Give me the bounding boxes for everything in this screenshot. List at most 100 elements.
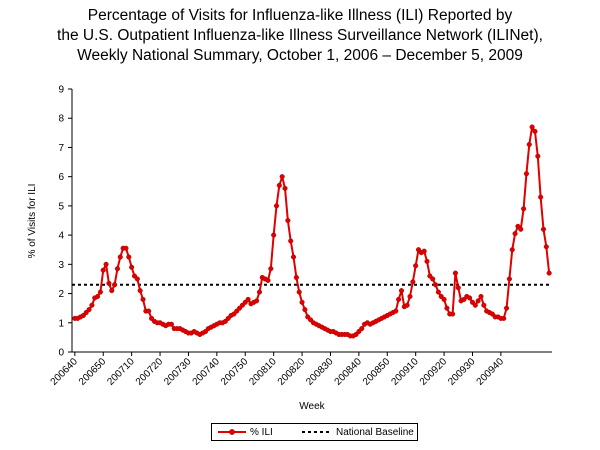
ili-point	[532, 128, 538, 134]
ili-point	[100, 267, 106, 273]
x-tick-label: 200830	[304, 356, 336, 388]
ili-point	[529, 124, 535, 130]
ili-point	[279, 174, 285, 180]
ili-point	[430, 276, 436, 282]
ili-point	[521, 206, 527, 212]
x-axis-label: Week	[299, 401, 325, 412]
y-tick-label: 7	[58, 143, 64, 154]
ili-point	[276, 182, 282, 188]
ili-point	[134, 276, 140, 282]
ili-point	[455, 285, 461, 291]
y-ticks: 0 1 2 3 4 5 6 7 8 9	[58, 85, 72, 359]
x-tick-label: 200810	[247, 356, 279, 388]
x-tick-label: 200730	[162, 356, 194, 388]
ili-point	[413, 263, 419, 269]
ili-point	[282, 185, 288, 191]
x-tick-label: 200820	[276, 356, 308, 388]
ili-point	[433, 282, 439, 288]
ili-point	[129, 264, 135, 270]
x-tick-label: 200710	[105, 356, 137, 388]
ili-point	[407, 293, 413, 300]
ili-point	[452, 270, 458, 276]
ili-point	[126, 254, 132, 260]
ili-point	[97, 289, 103, 295]
ili-point	[475, 298, 481, 304]
x-tick-label: 200750	[219, 356, 251, 388]
y-tick-label: 3	[58, 260, 64, 271]
x-tick-label: 200640	[49, 356, 81, 388]
ili-point	[506, 276, 512, 282]
ili-point	[540, 226, 547, 232]
y-tick-label: 9	[58, 85, 64, 96]
legend-label-baseline: National Baseline	[336, 426, 414, 438]
chart-title-line-1: Percentage of Visits for Influenza-like …	[87, 7, 513, 24]
ili-point	[302, 307, 308, 313]
ili-point	[546, 270, 552, 276]
ili-point	[288, 238, 294, 244]
ili-point	[504, 305, 510, 311]
y-tick-label: 6	[58, 172, 64, 183]
ili-point	[467, 295, 473, 301]
y-axis-label: % of Visits for ILI	[27, 184, 38, 259]
x-tick-label: 200720	[134, 356, 166, 388]
ili-point	[509, 247, 515, 253]
y-tick-label: 5	[58, 201, 64, 212]
ili-point	[254, 298, 260, 304]
ili-point	[526, 141, 532, 148]
ili-point	[256, 289, 263, 295]
ili-point	[245, 296, 251, 302]
chart-legend: % ILI National Baseline	[211, 423, 418, 441]
x-tick-label: 200930	[446, 356, 478, 388]
ili-point	[435, 289, 441, 295]
ili-point	[89, 302, 95, 308]
ili-point	[404, 302, 410, 308]
ili-point	[441, 296, 447, 302]
ili-point	[535, 153, 541, 159]
ili-point	[140, 296, 146, 302]
ili-point	[444, 305, 450, 311]
x-tick-label: 200920	[418, 356, 450, 388]
x-tick-label: 200910	[389, 356, 421, 388]
x-tick-label: 200840	[333, 356, 365, 388]
ili-point	[114, 266, 120, 272]
legend-item-ili: % ILI	[218, 426, 273, 438]
ili-point	[472, 302, 478, 308]
y-tick-label: 0	[58, 348, 64, 359]
ili-point	[398, 288, 405, 294]
ili-point	[299, 299, 305, 305]
ili-point	[117, 254, 123, 260]
ili-point	[112, 282, 118, 288]
chart-title-line-3: Weekly National Summary, October 1, 2006…	[77, 47, 523, 64]
y-tick-label: 8	[58, 114, 64, 125]
ili-point	[293, 274, 299, 281]
y-tick-label: 1	[58, 318, 64, 329]
x-tick-label: 200940	[475, 356, 507, 388]
ili-point	[123, 245, 129, 251]
ili-point	[543, 244, 549, 250]
ili-point	[268, 266, 274, 272]
ili-point	[265, 277, 271, 283]
y-tick-label: 2	[58, 289, 64, 300]
ili-point	[518, 226, 524, 232]
ili-point	[523, 171, 529, 177]
ili-point	[393, 308, 399, 314]
chart-title-line-2: the U.S. Outpatient Influenza-like Illne…	[57, 27, 543, 44]
ili-point	[424, 258, 430, 264]
ili-point	[359, 326, 365, 332]
ili-point	[396, 296, 402, 302]
ili-point	[95, 293, 101, 300]
legend-swatch-ili	[218, 429, 246, 435]
ili-point	[290, 254, 297, 260]
legend-swatch-baseline	[302, 431, 332, 433]
ili-point	[86, 307, 92, 313]
ili-point	[450, 311, 456, 317]
ili-point	[271, 232, 277, 238]
ili-series-line	[74, 125, 551, 337]
x-tick-label: 200850	[361, 356, 393, 388]
ili-point	[410, 279, 416, 285]
ili-point	[296, 289, 302, 295]
ili-point	[103, 261, 109, 267]
ili-point	[285, 217, 291, 224]
ili-point	[481, 302, 487, 308]
